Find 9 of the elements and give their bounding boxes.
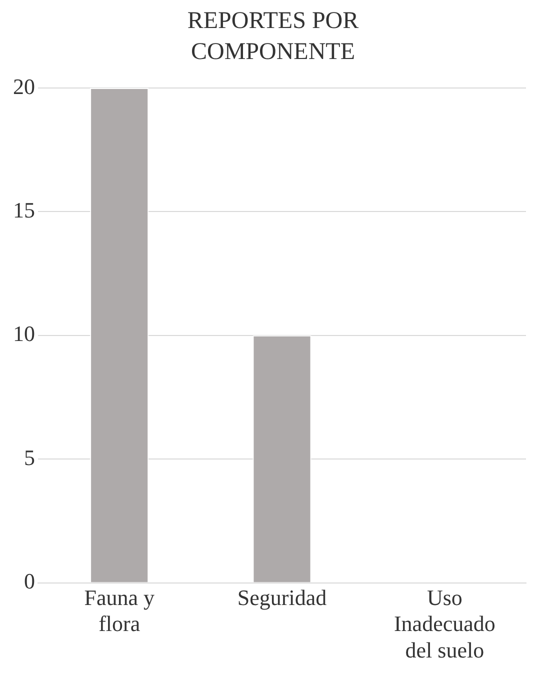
y-tick-label: 10	[13, 322, 35, 347]
x-tick-label: Uso Inadecuado del suelo	[394, 585, 496, 663]
y-tick-label: 15	[13, 198, 35, 223]
x-tick-label: Seguridad	[237, 585, 327, 610]
x-tick-label: Fauna y flora	[84, 585, 154, 637]
y-tick-label: 20	[13, 74, 35, 100]
y-tick-label: 0	[24, 568, 35, 594]
chart-title: REPORTES POR COMPONENTE	[186, 7, 360, 68]
y-tick-label: 5	[24, 445, 35, 470]
